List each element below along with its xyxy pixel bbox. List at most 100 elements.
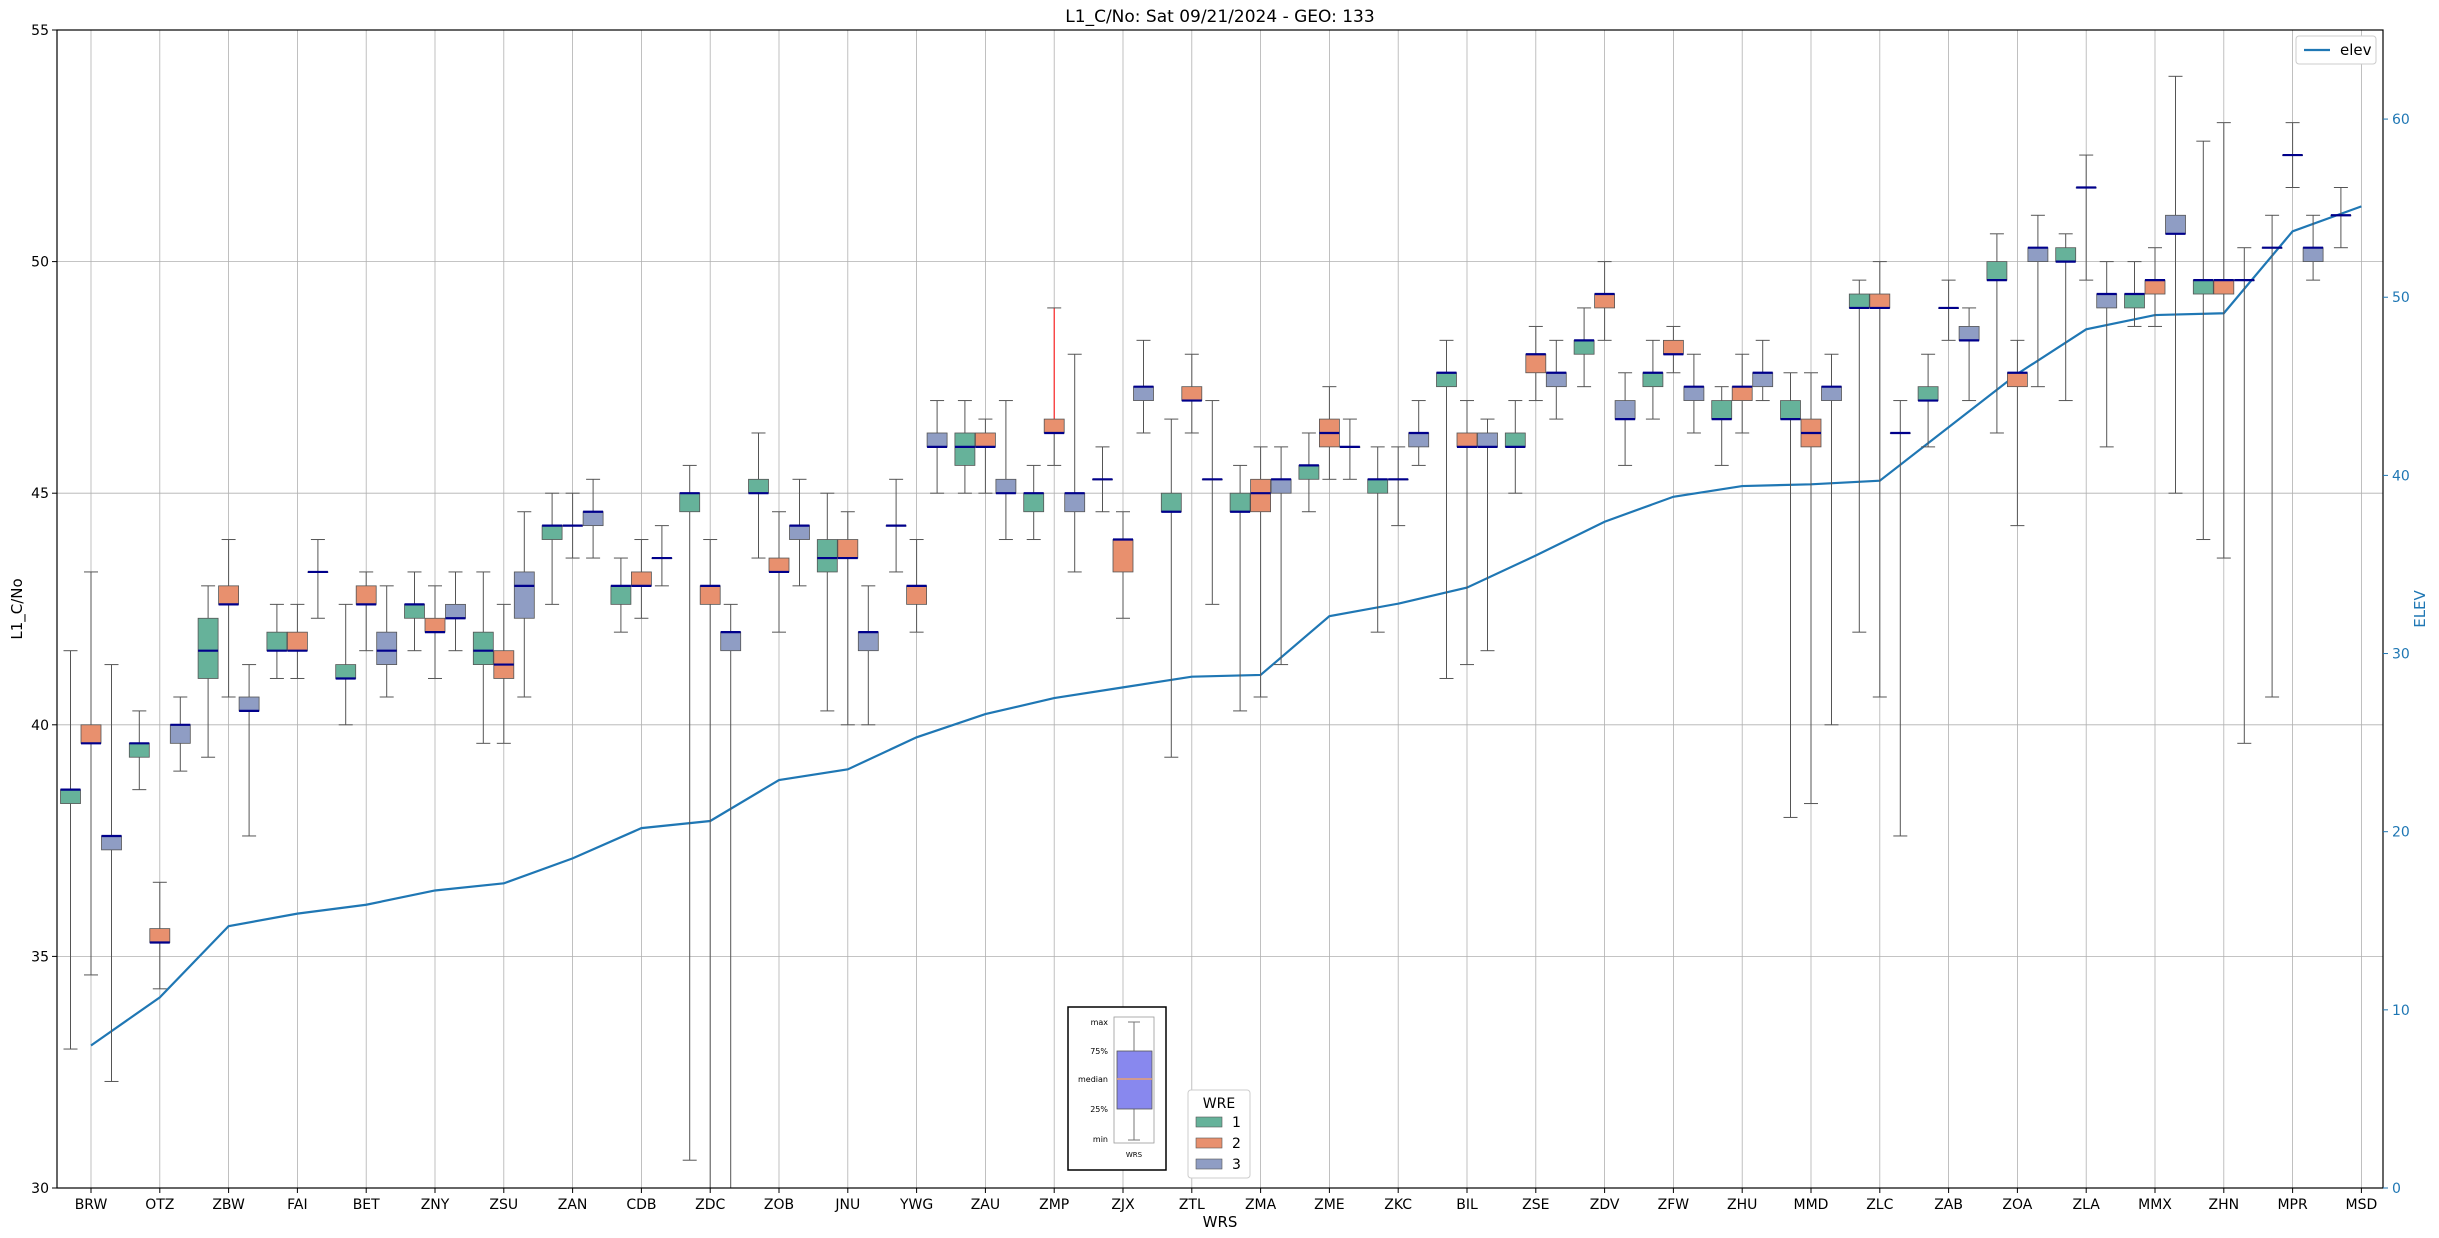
inset-label-q1: 25% [1090,1105,1108,1114]
box-zny-wre2 [424,585,446,679]
iqr-box [1917,386,1939,401]
box-zsu-wre3 [513,511,535,698]
iqr-box [128,742,150,758]
iqr-box [1642,372,1664,388]
box-zme-wre3 [1339,418,1361,480]
iqr-box [1043,418,1065,434]
iqr-box [1752,372,1774,388]
iqr-box [1298,465,1320,480]
x-tick-label: ZJX [1111,1197,1135,1213]
iqr-box [1986,261,2008,281]
box-zsu-wre1 [472,571,494,744]
wre-legend-label-3: 3 [1232,1157,1241,1173]
box-zsu-wre2 [493,603,515,744]
plot-frame [56,29,2384,1189]
iqr-box [2144,279,2166,295]
box-zfw-wre3 [1683,353,1705,434]
box-mmx-wre2 [2144,247,2166,327]
iqr-box [1848,293,1870,309]
box-zhn-wre3 [2233,247,2255,744]
boxplot-series [60,75,2352,1189]
x-tick-label: ZHU [1727,1197,1757,1213]
box-bil-wre2 [1456,400,1478,666]
x-tick-label: ZBW [212,1197,245,1213]
box-zdc-wre1 [679,464,701,1161]
iqr-box [1250,478,1271,513]
x-tick-label: BET [353,1197,380,1213]
x-tick-label: ZMA [1245,1197,1277,1213]
box-ywg-wre3 [926,400,948,494]
box-zny-wre3 [445,571,466,652]
iqr-box [1780,400,1801,420]
iqr-box [954,432,976,466]
iqr-box [1869,293,1891,309]
iqr-box [541,525,563,540]
inset-label-median: median [1078,1075,1108,1084]
box-zmp-wre3 [1064,353,1086,573]
elev-legend: elev [2295,35,2377,65]
box-brw-wre2 [80,571,102,976]
box-zdc-wre2 [699,539,721,1189]
x-tick-label: ZME [1314,1197,1345,1213]
iqr-box [376,631,398,665]
box-zny-wre1 [404,571,425,652]
x-tick-label: ZOB [764,1197,794,1213]
box-zse-wre2 [1525,325,1547,402]
iqr-box [355,585,377,605]
box-cdb-wre2 [631,539,652,619]
box-ywg-wre2 [906,539,927,633]
y-tick-label: 40 [31,718,49,734]
box-zau-wre3 [995,400,1017,541]
y2-tick-label: 10 [2392,1003,2410,1019]
iqr-box [1821,386,1842,401]
y-tick-label: 50 [31,255,49,271]
x-tick-label: ZKC [1384,1197,1412,1213]
y-tick-label: 55 [31,23,49,39]
box-zoa-wre3 [2027,214,2049,388]
iqr-box [2213,279,2235,295]
x-tick-label: MPR [2277,1197,2308,1213]
iqr-box [610,585,632,605]
iqr-box [80,724,102,744]
box-zdv-wre3 [1614,372,1636,466]
box-mmx-wre3 [2165,75,2186,494]
box-zan-wre2 [562,492,583,559]
iqr-box [1545,372,1567,388]
iqr-box [472,631,494,665]
box-otz-wre1 [128,710,150,791]
box-zjx-wre1 [1092,446,1113,513]
iqr-box [1229,492,1251,513]
box-zmp-wre2 [1043,307,1065,466]
box-ywg-wre1 [885,478,907,573]
box-zbw-wre1 [197,585,219,758]
box-zob-wre3 [789,478,810,587]
box-zla-wre3 [2096,261,2118,448]
x-tick-label: MSD [2346,1197,2378,1213]
x-tick-label: ZDV [1590,1197,1620,1213]
x-tick-label: OTZ [145,1197,174,1213]
box-fai-wre2 [286,603,308,679]
box-zfw-wre2 [1663,325,1684,374]
iqr-box [1594,293,1615,309]
y-tick-label: 30 [31,1181,49,1197]
iqr-box [1731,386,1753,401]
iqr-box [1711,400,1733,420]
elev-series [90,205,2362,1047]
axes: BRW OTZ ZBW FAI BET ZNY ZSU ZAN CDB ZDC ZOB JNU YWG Z… [31,23,2410,1213]
box-jnu-wre3 [857,585,879,726]
box-zoa-wre1 [1986,233,2008,434]
iqr-box [926,432,948,448]
iqr-box [197,617,219,679]
iqr-box [2165,214,2186,235]
box-jnu-wre2 [837,511,859,726]
x-tick-label: ZAB [1934,1197,1963,1213]
x-tick-label: ZTL [1179,1197,1205,1213]
x-tick-label: JNU [834,1197,860,1213]
box-zmp-wre1 [1023,464,1045,541]
inset-label-q3: 75% [1090,1047,1108,1056]
box-zhn-wre1 [2192,140,2214,541]
iqr-box [238,696,260,712]
box-zse-wre1 [1504,400,1526,494]
box-zan-wre3 [582,478,604,559]
box-fai-wre3 [307,539,329,619]
